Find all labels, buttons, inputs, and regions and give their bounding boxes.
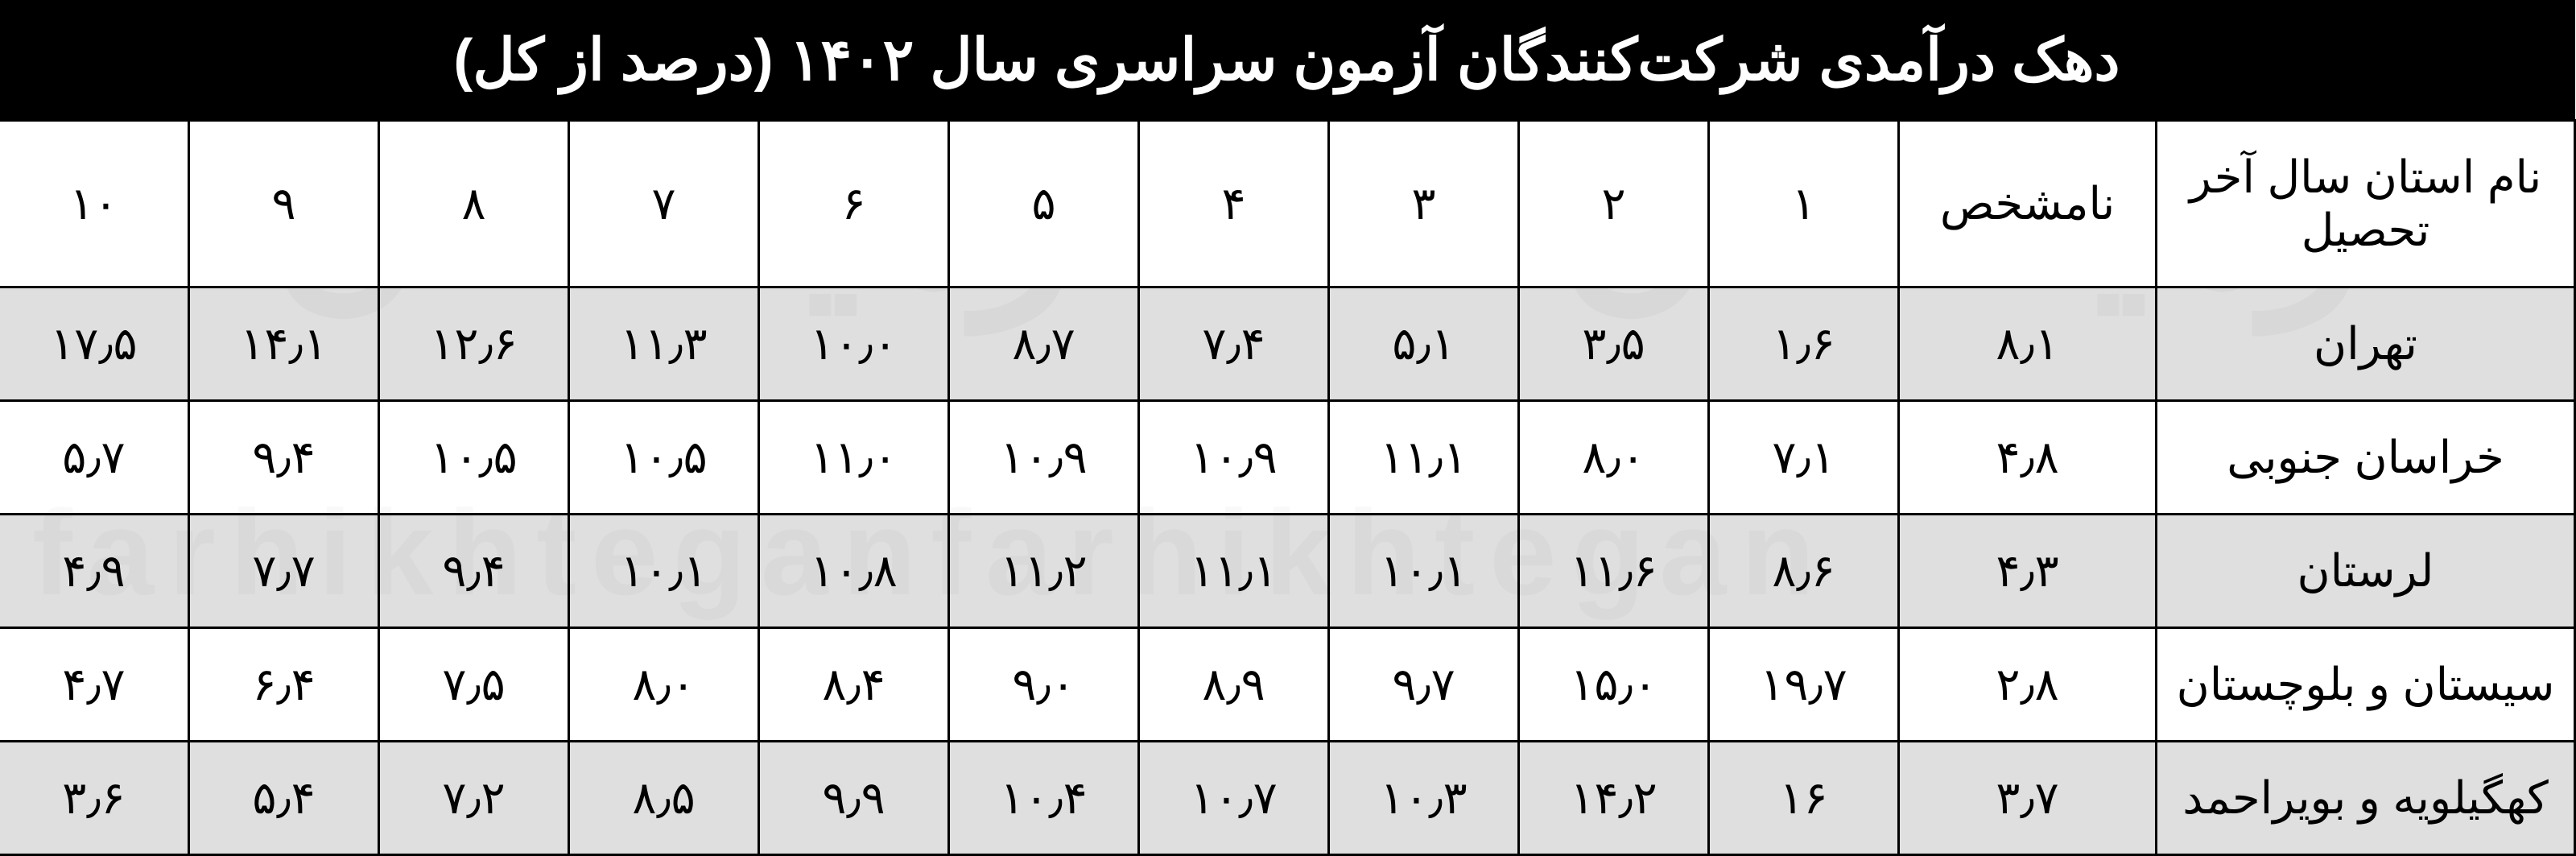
table-row: سیستان و بلوچستان ۲٫۸ ۱۹٫۷ ۱۵٫۰ ۹٫۷ ۸٫۹ …: [0, 628, 2575, 742]
cell-unspecified: ۴٫۳: [1899, 515, 2157, 628]
col-d7: ۷: [569, 121, 759, 287]
cell-d4: ۸٫۹: [1139, 628, 1329, 742]
cell-d2: ۱۴٫۲: [1519, 742, 1709, 855]
cell-d4: ۱۰٫۹: [1139, 401, 1329, 515]
cell-d3: ۱۰٫۱: [1329, 515, 1519, 628]
cell-d4: ۱۰٫۷: [1139, 742, 1329, 855]
cell-province: کهگیلویه و بویراحمد: [2157, 742, 2575, 855]
col-d2: ۲: [1519, 121, 1709, 287]
cell-d1: ۱۹٫۷: [1709, 628, 1899, 742]
cell-d10: ۳٫۶: [0, 742, 189, 855]
cell-unspecified: ۳٫۷: [1899, 742, 2157, 855]
cell-d5: ۱۰٫۹: [949, 401, 1139, 515]
cell-d5: ۱۱٫۲: [949, 515, 1139, 628]
cell-d8: ۷٫۵: [379, 628, 569, 742]
cell-d2: ۳٫۵: [1519, 287, 1709, 401]
cell-d2: ۸٫۰: [1519, 401, 1709, 515]
income-decile-table: دهک درآمدی شرکت‌کنندگان آزمون سراسری سال…: [0, 0, 2576, 856]
cell-d6: ۱۱٫۰: [759, 401, 949, 515]
cell-d3: ۱۱٫۱: [1329, 401, 1519, 515]
cell-d4: ۱۱٫۱: [1139, 515, 1329, 628]
cell-d6: ۹٫۹: [759, 742, 949, 855]
cell-d6: ۱۰٫۰: [759, 287, 949, 401]
cell-unspecified: ۸٫۱: [1899, 287, 2157, 401]
col-d8: ۸: [379, 121, 569, 287]
col-d9: ۹: [189, 121, 379, 287]
table-row: لرستان ۴٫۳ ۸٫۶ ۱۱٫۶ ۱۰٫۱ ۱۱٫۱ ۱۱٫۲ ۱۰٫۸ …: [0, 515, 2575, 628]
cell-d10: ۴٫۹: [0, 515, 189, 628]
cell-d8: ۹٫۴: [379, 515, 569, 628]
cell-d10: ۱۷٫۵: [0, 287, 189, 401]
cell-province: تهران: [2157, 287, 2575, 401]
col-d6: ۶: [759, 121, 949, 287]
cell-d1: ۱۶: [1709, 742, 1899, 855]
cell-d9: ۷٫۷: [189, 515, 379, 628]
cell-d8: ۱۰٫۵: [379, 401, 569, 515]
cell-d3: ۵٫۱: [1329, 287, 1519, 401]
col-d3: ۳: [1329, 121, 1519, 287]
table-title: دهک درآمدی شرکت‌کنندگان آزمون سراسری سال…: [0, 0, 2575, 121]
cell-d9: ۹٫۴: [189, 401, 379, 515]
table-row: خراسان جنوبی ۴٫۸ ۷٫۱ ۸٫۰ ۱۱٫۱ ۱۰٫۹ ۱۰٫۹ …: [0, 401, 2575, 515]
cell-d7: ۱۱٫۳: [569, 287, 759, 401]
cell-d2: ۱۵٫۰: [1519, 628, 1709, 742]
cell-d1: ۸٫۶: [1709, 515, 1899, 628]
cell-d2: ۱۱٫۶: [1519, 515, 1709, 628]
cell-d7: ۸٫۵: [569, 742, 759, 855]
title-row: دهک درآمدی شرکت‌کنندگان آزمون سراسری سال…: [0, 0, 2575, 121]
col-d4: ۴: [1139, 121, 1329, 287]
cell-d1: ۱٫۶: [1709, 287, 1899, 401]
cell-d9: ۱۴٫۱: [189, 287, 379, 401]
cell-d10: ۵٫۷: [0, 401, 189, 515]
cell-province: سیستان و بلوچستان: [2157, 628, 2575, 742]
cell-d9: ۵٫۴: [189, 742, 379, 855]
cell-province: لرستان: [2157, 515, 2575, 628]
col-d5: ۵: [949, 121, 1139, 287]
col-d10: ۱۰: [0, 121, 189, 287]
cell-d4: ۷٫۴: [1139, 287, 1329, 401]
table-row: تهران ۸٫۱ ۱٫۶ ۳٫۵ ۵٫۱ ۷٫۴ ۸٫۷ ۱۰٫۰ ۱۱٫۳ …: [0, 287, 2575, 401]
cell-d7: ۱۰٫۱: [569, 515, 759, 628]
col-unspecified: نامشخص: [1899, 121, 2157, 287]
cell-d6: ۱۰٫۸: [759, 515, 949, 628]
col-province: نام استان سال آخر تحصیل: [2157, 121, 2575, 287]
cell-d9: ۶٫۴: [189, 628, 379, 742]
cell-d3: ۹٫۷: [1329, 628, 1519, 742]
cell-d5: ۱۰٫۴: [949, 742, 1139, 855]
cell-unspecified: ۲٫۸: [1899, 628, 2157, 742]
cell-d10: ۴٫۷: [0, 628, 189, 742]
table-wrap: فرهیختگان فرهیختگان farhikhteganfarhikht…: [0, 0, 2576, 856]
cell-d3: ۱۰٫۳: [1329, 742, 1519, 855]
cell-d8: ۷٫۲: [379, 742, 569, 855]
cell-d5: ۹٫۰: [949, 628, 1139, 742]
col-d1: ۱: [1709, 121, 1899, 287]
cell-d5: ۸٫۷: [949, 287, 1139, 401]
cell-province: خراسان جنوبی: [2157, 401, 2575, 515]
header-row: نام استان سال آخر تحصیل نامشخص ۱ ۲ ۳ ۴ ۵…: [0, 121, 2575, 287]
cell-d6: ۸٫۴: [759, 628, 949, 742]
cell-d7: ۸٫۰: [569, 628, 759, 742]
table-row: کهگیلویه و بویراحمد ۳٫۷ ۱۶ ۱۴٫۲ ۱۰٫۳ ۱۰٫…: [0, 742, 2575, 855]
cell-unspecified: ۴٫۸: [1899, 401, 2157, 515]
cell-d8: ۱۲٫۶: [379, 287, 569, 401]
cell-d1: ۷٫۱: [1709, 401, 1899, 515]
cell-d7: ۱۰٫۵: [569, 401, 759, 515]
